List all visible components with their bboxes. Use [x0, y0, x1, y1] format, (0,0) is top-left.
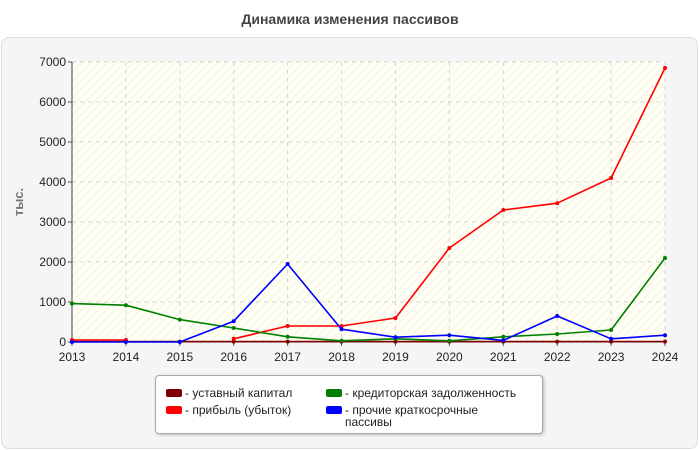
x-tick-label-2022: 2022: [544, 350, 571, 364]
chart-title: Динамика изменения пассивов: [241, 11, 459, 27]
series-line-3: [72, 263, 666, 343]
data-point-3-2023[interactable]: [609, 336, 614, 341]
series-1: [70, 66, 667, 342]
y-tick-label: 5000: [39, 135, 66, 149]
series-line-2: [71, 257, 666, 342]
data-point-2-2021[interactable]: [501, 334, 506, 339]
x-tick-label-2014: 2014: [113, 350, 140, 364]
y-tick-label: 2000: [39, 255, 66, 269]
data-point-3-2018[interactable]: [339, 327, 344, 332]
legend-item-other-liabilities[interactable]: - прочие краткосрочные пассивы: [326, 404, 526, 428]
data-point-1-2021[interactable]: [501, 208, 506, 212]
legend-item-charter-capital[interactable]: - уставный капитал: [166, 387, 326, 399]
data-point-3-2024[interactable]: [663, 333, 667, 338]
y-tick-label: 7000: [39, 55, 66, 69]
series-3: [70, 262, 667, 344]
legend-swatch-payables: [326, 389, 342, 397]
x-tick-label-2019: 2019: [382, 350, 409, 364]
y-tick-label: 1000: [39, 295, 66, 309]
legend-label-charter-capital: - уставный капитал: [185, 386, 293, 400]
x-tick-label-2015: 2015: [166, 350, 193, 364]
legend-item-payables[interactable]: - кредиторская задолженность: [326, 387, 536, 399]
grid: [72, 61, 666, 342]
data-point-2-2015[interactable]: [177, 317, 182, 322]
legend-swatch-charter-capital: [166, 389, 182, 397]
y-tick-label: 0: [59, 335, 66, 349]
series-layer: [70, 66, 667, 344]
x-tick-label-2024: 2024: [652, 350, 679, 364]
data-point-2-2024[interactable]: [663, 256, 667, 260]
data-point-2-2022[interactable]: [555, 332, 560, 336]
data-point-0-2019[interactable]: [393, 339, 398, 344]
x-tick-label-2021: 2021: [490, 350, 517, 364]
x-tick-label-2013: 2013: [59, 350, 86, 364]
legend-label-other-liabilities: - прочие краткосрочные пассивы: [345, 403, 479, 429]
data-point-2-2023[interactable]: [609, 328, 614, 332]
data-point-3-2017[interactable]: [285, 262, 290, 266]
x-tick-label-2020: 2020: [436, 350, 463, 364]
data-point-0-2024[interactable]: [663, 339, 667, 344]
data-point-2-2014[interactable]: [123, 303, 128, 308]
data-point-2-2013[interactable]: [70, 301, 74, 306]
legend-item-profit[interactable]: - прибыль (убыток): [166, 404, 326, 416]
y-tick-label: 6000: [39, 95, 66, 109]
y-tick-label: 3000: [39, 215, 66, 229]
data-point-0-2016[interactable]: [231, 339, 236, 344]
y-axis-label: тыс.: [11, 188, 26, 216]
x-tick-label-2018: 2018: [328, 350, 355, 364]
data-point-3-2014[interactable]: [123, 340, 128, 344]
data-point-0-2017[interactable]: [285, 339, 290, 344]
data-point-1-2017[interactable]: [285, 324, 290, 328]
legend-swatch-other-liabilities: [326, 406, 342, 414]
data-point-0-2022[interactable]: [555, 339, 560, 344]
data-point-3-2020[interactable]: [447, 333, 452, 338]
legend-label-payables: - кредиторская задолженность: [345, 386, 517, 400]
legend-label-profit: - прибыль (убыток): [185, 403, 292, 417]
data-point-1-2023[interactable]: [609, 176, 614, 180]
data-point-3-2022[interactable]: [555, 314, 560, 318]
x-tick-label-2016: 2016: [220, 350, 247, 364]
chart-legend: - уставный капитал - прибыль (убыток) - …: [155, 375, 543, 434]
data-point-1-2024[interactable]: [663, 66, 667, 70]
data-point-2-2016[interactable]: [231, 326, 236, 330]
series-2: [70, 256, 667, 343]
data-point-1-2016[interactable]: [231, 336, 236, 341]
data-point-3-2019[interactable]: [393, 335, 398, 340]
legend-swatch-profit: [166, 406, 182, 414]
data-point-3-2013[interactable]: [70, 340, 74, 344]
plot-area: [72, 62, 665, 342]
data-point-1-2020[interactable]: [447, 246, 452, 250]
data-point-1-2019[interactable]: [393, 316, 398, 320]
data-point-2-2018[interactable]: [339, 338, 344, 343]
data-point-1-2022[interactable]: [555, 201, 560, 206]
data-point-2-2017[interactable]: [285, 334, 290, 339]
data-point-3-2021[interactable]: [501, 338, 506, 343]
data-point-3-2016[interactable]: [231, 319, 236, 324]
x-tick-label-2023: 2023: [598, 350, 625, 364]
data-point-2-2020[interactable]: [447, 338, 452, 343]
y-tick-label: 4000: [39, 175, 66, 189]
data-point-3-2015[interactable]: [177, 340, 182, 344]
data-point-0-2023[interactable]: [609, 339, 614, 344]
x-tick-label-2017: 2017: [274, 350, 301, 364]
